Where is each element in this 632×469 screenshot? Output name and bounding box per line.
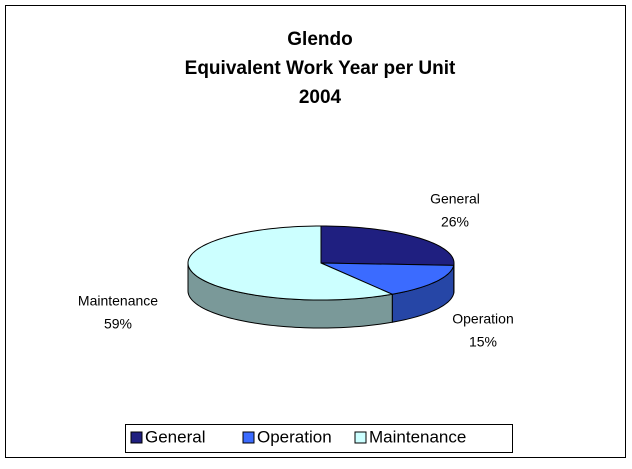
data-label-value: 59% [104,316,132,332]
legend-label: Operation [257,427,332,446]
legend-label: General [145,427,205,446]
legend-swatch [131,432,142,443]
chart-title: Equivalent Work Year per Unit [185,58,456,79]
legend-label: Maintenance [369,427,466,446]
data-label-value: 26% [441,214,469,230]
data-label-value: 15% [469,334,497,350]
data-label-name: Operation [452,311,513,327]
chart-title: Glendo [287,29,352,50]
data-label-name: General [430,191,480,207]
legend-swatch [243,432,254,443]
legend-swatch [355,432,366,443]
chart-title: 2004 [299,87,342,108]
data-label-name: Maintenance [78,293,158,309]
